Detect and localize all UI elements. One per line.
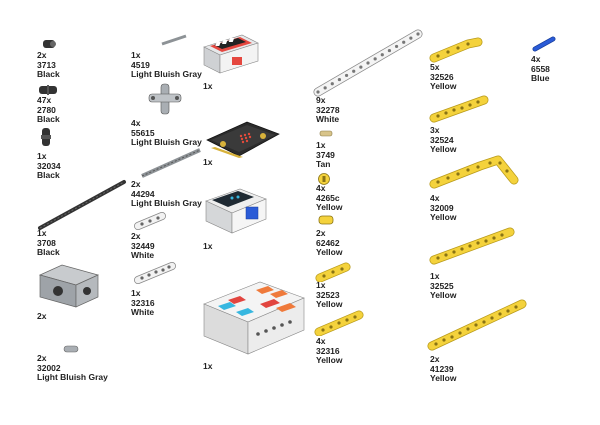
label-part-3713: 2x 3713 Black <box>37 50 60 79</box>
part-41239-icon <box>426 298 528 352</box>
label-part-3749: 1x 3749 Tan <box>316 140 335 169</box>
part-32449-icon <box>134 212 166 230</box>
part-3713-icon <box>42 38 58 50</box>
part-32524-icon <box>428 94 490 124</box>
label-part-32278: 9x 32278 White <box>316 95 340 124</box>
part-3749-icon <box>318 127 334 139</box>
label-part-32034: 1x 32034 Black <box>37 151 61 180</box>
part-32523-icon <box>315 262 351 282</box>
label-part-32316-white: 1x 32316 White <box>131 288 155 317</box>
label-part-microbit: 1x <box>203 157 213 167</box>
label-part-32524: 3x 32524 Yellow <box>430 125 457 154</box>
label-part-screen: 1x <box>203 241 213 251</box>
part-32034-icon <box>39 126 57 148</box>
label-part-32449: 2x 32449 White <box>131 231 155 260</box>
part-32526-icon <box>428 36 484 64</box>
part-4265c-icon <box>317 172 331 186</box>
part-32009-icon <box>428 154 520 190</box>
part-62462-icon <box>317 213 335 227</box>
part-4519-icon <box>160 34 188 46</box>
label-part-display: 1x <box>203 81 213 91</box>
part-screen-module-icon <box>202 185 268 241</box>
part-32278-icon <box>312 28 424 98</box>
label-part-2780: 47x 2780 Black <box>37 95 60 124</box>
label-part-55615: 4x 55615 Light Bluish Gray <box>131 118 202 147</box>
label-part-3708: 1x 3708 Black <box>37 228 60 257</box>
label-part-32002: 2x 32002 Light Bluish Gray <box>37 353 108 382</box>
part-32316-white-icon <box>134 262 176 284</box>
label-part-62462: 2x 62462 Yellow <box>316 228 343 257</box>
part-6558-icon <box>532 36 556 52</box>
label-part-6558: 4x 6558 Blue <box>531 54 550 83</box>
label-part-32009: 4x 32009 Yellow <box>430 193 457 222</box>
part-32002-icon <box>62 343 80 355</box>
label-part-41239: 2x 41239 Yellow <box>430 354 457 383</box>
part-2780-icon <box>38 83 60 97</box>
part-44294-icon <box>140 148 202 178</box>
label-part-32316-yellow: 4x 32316 Yellow <box>316 336 343 365</box>
label-part-4519: 1x 4519 Light Bluish Gray <box>131 50 202 79</box>
part-motor-icon <box>36 261 102 309</box>
part-55615-icon <box>145 82 185 116</box>
label-part-32525: 1x 32525 Yellow <box>430 271 457 300</box>
label-part-32526: 5x 32526 Yellow <box>430 62 457 91</box>
part-microbit-icon <box>203 118 281 160</box>
part-32316-yellow-icon <box>314 310 364 336</box>
label-part-hub: 1x <box>203 361 213 371</box>
label-part-motor: 2x <box>37 311 47 321</box>
part-3708-icon <box>36 178 128 232</box>
part-display-module-icon <box>202 33 260 81</box>
label-part-44294: 2x 44294 Light Bluish Gray <box>131 179 202 208</box>
label-part-4265c: 4x 4265c Yellow <box>316 183 343 212</box>
part-32525-icon <box>428 226 516 266</box>
part-hub-icon <box>200 278 308 358</box>
label-part-32523: 1x 32523 Yellow <box>316 280 343 309</box>
